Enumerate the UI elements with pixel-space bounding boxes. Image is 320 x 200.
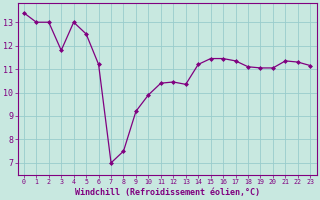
X-axis label: Windchill (Refroidissement éolien,°C): Windchill (Refroidissement éolien,°C)	[75, 188, 260, 197]
